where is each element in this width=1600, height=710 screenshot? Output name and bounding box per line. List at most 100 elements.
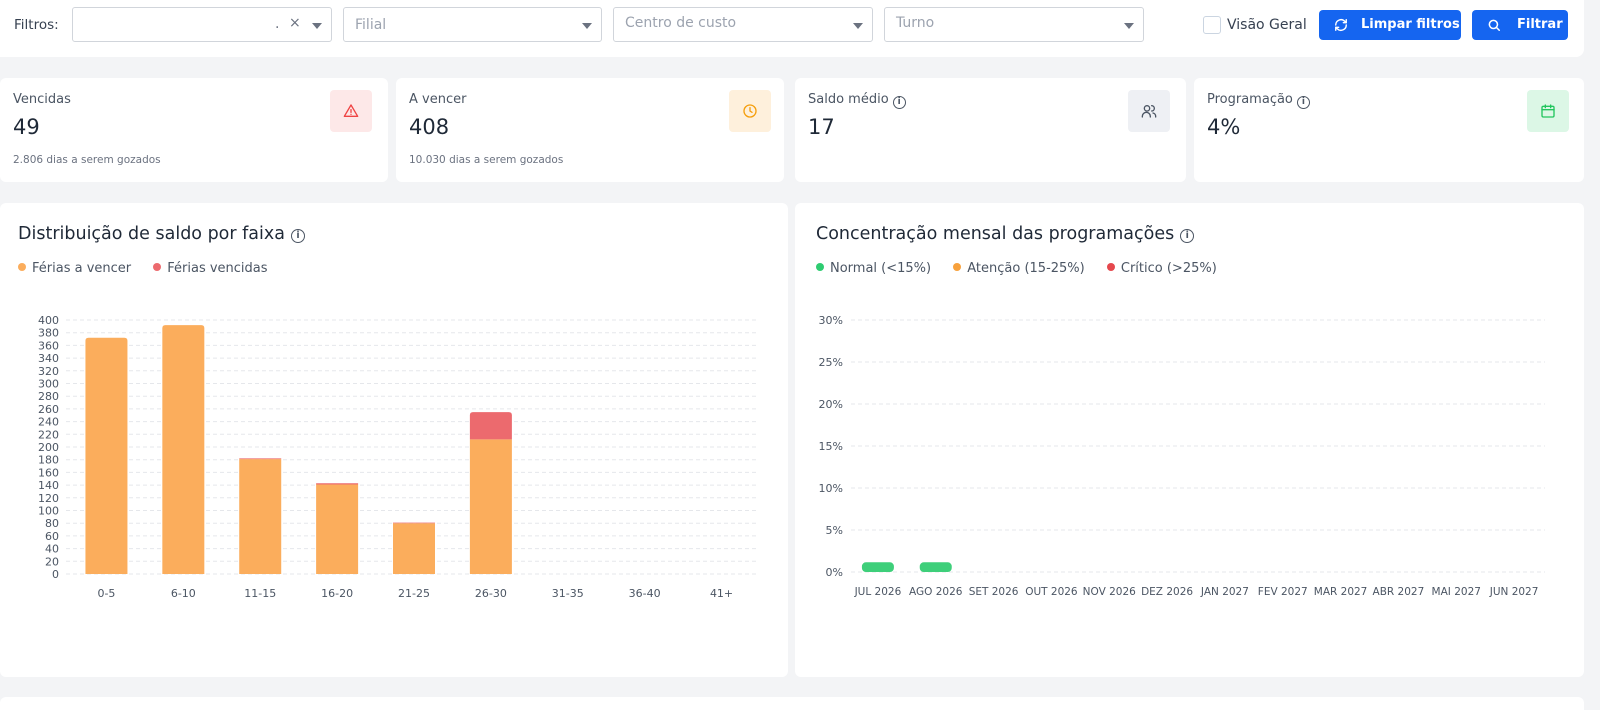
clock-icon <box>743 104 757 118</box>
y-tick-label: 200 <box>38 441 59 454</box>
y-tick-label: 380 <box>38 327 59 340</box>
bar-programacao <box>861 562 894 572</box>
x-tick-label: JUN 2027 <box>1489 586 1539 598</box>
kpi-icon-box <box>330 90 372 132</box>
distribuicao-bar-chart: 0204060801001201401601802002202402602803… <box>38 314 758 600</box>
kpi-subtitle: 2.806 dias a serem gozados <box>13 154 161 166</box>
filial-select[interactable]: Filial <box>343 7 602 42</box>
y-tick-label: 340 <box>38 352 59 365</box>
bar-ferias-a-vencer <box>162 325 205 574</box>
x-tick-label: JAN 2027 <box>1200 586 1249 598</box>
refresh-icon <box>1335 19 1347 31</box>
x-tick-label: 11-15 <box>244 587 276 600</box>
y-tick-label: 25% <box>819 356 843 369</box>
x-tick-label: OUT 2026 <box>1025 586 1078 598</box>
y-tick-label: 5% <box>826 524 843 537</box>
chart-legend: Férias a vencer Férias vencidas <box>18 261 286 276</box>
distribuicao-panel: Distribuição de saldo por faixa i Férias … <box>0 203 788 677</box>
chevron-down-icon <box>312 23 322 29</box>
y-tick-label: 40 <box>45 543 59 556</box>
filtrar-label: Filtrar <box>1517 17 1563 32</box>
kpi-label-text: Programação <box>1207 92 1293 107</box>
legend-label: Crítico (>25%) <box>1120 261 1217 276</box>
legend-item[interactable]: Atenção (15-25%) <box>953 261 1085 276</box>
bar-ferias-a-vencer <box>239 459 282 574</box>
filter-bar: Filtros: . × Filial Centro de custo Turn… <box>0 0 1584 57</box>
info-icon[interactable]: i <box>1180 229 1195 243</box>
x-tick-label: 36-40 <box>629 587 661 600</box>
y-tick-label: 10% <box>819 482 843 495</box>
y-tick-label: 100 <box>38 505 59 518</box>
x-tick-label: 31-35 <box>552 587 584 600</box>
y-tick-label: 30% <box>819 314 843 327</box>
bar-ferias-a-vencer <box>393 523 435 574</box>
legend-dot <box>153 263 162 271</box>
kpi-label: Saldo médio i <box>808 92 906 109</box>
kpi-value: 17 <box>808 115 835 139</box>
y-tick-label: 80 <box>45 517 59 530</box>
x-tick-label: 6-10 <box>171 587 196 600</box>
bar-ferias-a-vencer <box>316 484 359 574</box>
chevron-down-icon <box>1124 23 1134 29</box>
turno-placeholder: Turno <box>896 15 935 31</box>
panel-title: Concentração mensal das programações i <box>816 224 1195 244</box>
legend-dot <box>953 263 962 271</box>
x-tick-label: 26-30 <box>475 587 507 600</box>
concentracao-bar-chart: 0% 5% 10% 15% 20% 25% 30% JUL 2026 AGO 2026 SET 2… <box>819 314 1545 598</box>
concentracao-panel: Concentração mensal das programações i No… <box>795 203 1584 677</box>
search-icon <box>1488 19 1501 32</box>
panel-title: Distribuição de saldo por faixa i <box>18 224 305 244</box>
turno-select[interactable]: Turno <box>884 7 1144 42</box>
limpar-filtros-button[interactable]: Limpar filtros <box>1319 10 1461 40</box>
y-tick-label: 0 <box>52 568 59 581</box>
x-tick-label: SET 2026 <box>969 586 1019 598</box>
legend-dot <box>18 263 26 271</box>
x-tick-label: JUL 2026 <box>854 586 902 598</box>
x-tick-label: 21-25 <box>398 587 430 600</box>
info-icon[interactable]: i <box>892 96 906 109</box>
y-tick-label: 15% <box>819 440 843 453</box>
x-tick-label: AGO 2026 <box>909 586 963 598</box>
legend-label: Férias a vencer <box>32 261 132 276</box>
kpi-value: 49 <box>13 115 40 139</box>
legend-item[interactable]: Férias vencidas <box>153 261 268 276</box>
x-tick-label: FEV 2027 <box>1258 586 1308 598</box>
x-tick-label: 0-5 <box>97 587 115 600</box>
y-tick-label: 400 <box>38 314 59 327</box>
y-tick-label: 120 <box>38 492 59 505</box>
kpi-value: 4% <box>1207 115 1241 139</box>
y-tick-label: 60 <box>45 530 59 543</box>
legend-item[interactable]: Férias a vencer <box>18 261 131 276</box>
kpi-label: Programação i <box>1207 92 1310 109</box>
bar-ferias-vencidas <box>393 522 435 524</box>
panel-title-text: Distribuição de saldo por faixa <box>18 224 285 244</box>
x-tick-label: DEZ 2026 <box>1141 586 1193 598</box>
y-tick-label: 240 <box>38 416 59 429</box>
clear-icon[interactable]: × <box>289 15 301 31</box>
y-tick-label: 360 <box>38 339 59 352</box>
legend-dot <box>1106 263 1115 271</box>
visao-geral-checkbox[interactable] <box>1203 16 1221 34</box>
limpar-filtros-label: Limpar filtros <box>1361 17 1460 32</box>
centro-custo-select[interactable]: Centro de custo <box>613 7 873 42</box>
y-tick-label: 160 <box>38 466 59 479</box>
filtrar-button[interactable]: Filtrar <box>1472 10 1568 40</box>
kpi-card-programacao: Programação i 4% <box>1194 78 1584 182</box>
kpi-card-saldo-medio: Saldo médio i 17 <box>795 78 1186 182</box>
primary-filter-select[interactable]: . × <box>72 7 332 42</box>
y-tick-label: 180 <box>38 454 59 467</box>
legend-item[interactable]: Normal (<15%) <box>816 261 931 276</box>
visao-geral-label: Visão Geral <box>1227 17 1307 33</box>
kpi-icon-box <box>1527 90 1569 132</box>
filters-label: Filtros: <box>14 17 59 33</box>
info-icon[interactable]: i <box>290 229 305 243</box>
chevron-down-icon <box>853 23 863 29</box>
x-tick-label: MAR 2027 <box>1314 586 1368 598</box>
legend-item[interactable]: Crítico (>25%) <box>1106 261 1217 276</box>
kpi-icon-box <box>1128 90 1170 132</box>
bar-programacao <box>919 562 952 572</box>
y-tick-label: 20 <box>45 555 59 568</box>
next-section-edge <box>0 697 1584 710</box>
selected-value: . <box>275 16 280 32</box>
info-icon[interactable]: i <box>1296 96 1310 109</box>
